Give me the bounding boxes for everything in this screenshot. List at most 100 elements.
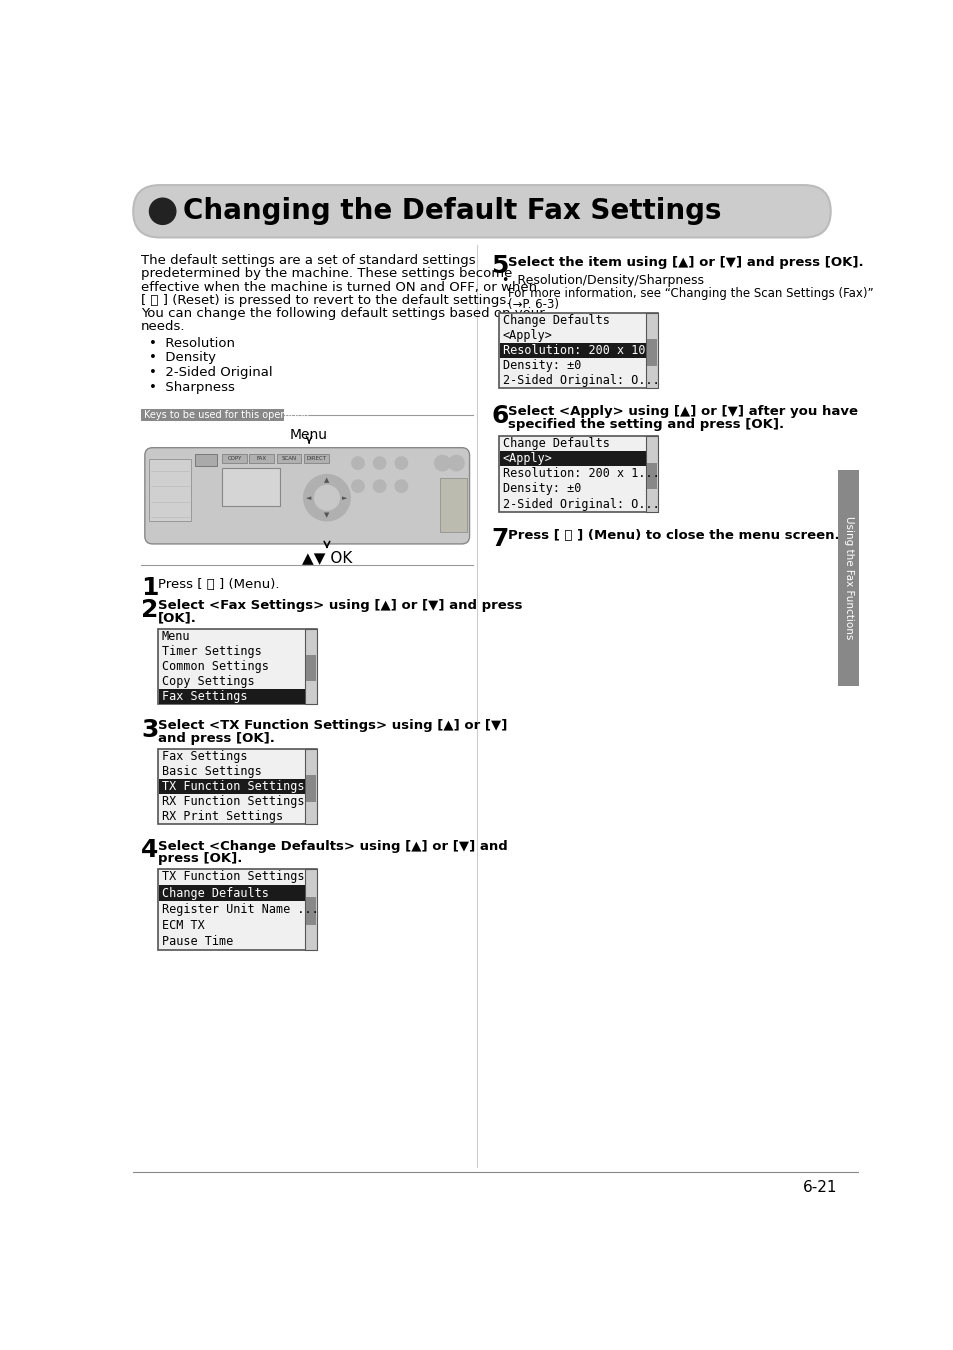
Text: Density: ±0: Density: ±0 <box>502 482 580 495</box>
Text: 2-Sided Original: O...: 2-Sided Original: O... <box>502 374 659 387</box>
Text: •  Resolution: • Resolution <box>149 336 234 350</box>
Text: Change Defaults: Change Defaults <box>502 437 609 450</box>
Circle shape <box>395 481 407 493</box>
Text: You can change the following default settings based on your: You can change the following default set… <box>141 306 544 320</box>
Circle shape <box>150 198 175 224</box>
Text: Common Settings: Common Settings <box>162 660 269 672</box>
Text: Basic Settings: Basic Settings <box>162 765 261 778</box>
Text: ◄: ◄ <box>306 494 312 501</box>
Bar <box>141 409 284 421</box>
Bar <box>249 454 274 463</box>
Text: needs.: needs. <box>141 320 185 333</box>
Text: Resolution: 200 x 10: Resolution: 200 x 10 <box>502 344 644 358</box>
Bar <box>306 775 315 802</box>
Text: RX Function Settings: RX Function Settings <box>162 795 304 809</box>
Text: Fax Settings: Fax Settings <box>162 690 247 703</box>
Text: ▼: ▼ <box>324 513 330 518</box>
Text: Menu: Menu <box>162 629 191 643</box>
Bar <box>158 886 305 902</box>
Text: 3: 3 <box>141 718 158 743</box>
Circle shape <box>373 456 385 470</box>
Text: Fax Settings: Fax Settings <box>162 749 247 763</box>
Text: ▲▼ OK: ▲▼ OK <box>301 549 352 566</box>
Circle shape <box>373 481 385 493</box>
Bar <box>498 313 658 389</box>
Text: predetermined by the machine. These settings become: predetermined by the machine. These sett… <box>141 267 512 281</box>
Text: Select <Change Defaults> using [▲] or [▼] and: Select <Change Defaults> using [▲] or [▼… <box>158 840 507 853</box>
Text: Press [ ＠ ] (Menu) to close the menu screen.: Press [ ＠ ] (Menu) to close the menu scr… <box>508 528 839 541</box>
Text: RX Print Settings: RX Print Settings <box>162 810 283 824</box>
Text: and press [OK].: and press [OK]. <box>158 732 274 745</box>
Text: The default settings are a set of standard settings: The default settings are a set of standa… <box>141 254 476 267</box>
Text: Select <Fax Settings> using [▲] or [▼] and press: Select <Fax Settings> using [▲] or [▼] a… <box>158 599 522 613</box>
Bar <box>276 454 301 463</box>
Bar <box>305 869 316 949</box>
Bar <box>306 898 315 926</box>
Text: Press [ ＠ ] (Menu).: Press [ ＠ ] (Menu). <box>158 578 279 591</box>
Bar <box>158 749 316 825</box>
Text: Keys to be used for this operation: Keys to be used for this operation <box>144 410 309 420</box>
Text: •  Resolution/Density/Sharpness: • Resolution/Density/Sharpness <box>501 274 703 286</box>
Text: [ ⓨ ] (Reset) is pressed to revert to the default settings.: [ ⓨ ] (Reset) is pressed to revert to th… <box>141 294 510 306</box>
Bar <box>158 688 305 705</box>
Bar <box>646 339 657 366</box>
Text: (→P. 6-3): (→P. 6-3) <box>508 297 558 310</box>
Text: •  Density: • Density <box>149 351 215 364</box>
Text: Select <Apply> using [▲] or [▼] after you have: Select <Apply> using [▲] or [▼] after yo… <box>508 405 858 418</box>
Text: Timer Settings: Timer Settings <box>162 645 261 657</box>
Text: ▲: ▲ <box>324 477 330 483</box>
Bar <box>222 454 247 463</box>
Circle shape <box>352 481 364 493</box>
Text: press [OK].: press [OK]. <box>158 852 242 865</box>
Text: Select the item using [▲] or [▼] and press [OK].: Select the item using [▲] or [▼] and pre… <box>508 256 863 269</box>
Text: DIRECT: DIRECT <box>306 456 326 460</box>
Bar <box>645 313 658 389</box>
Text: 1: 1 <box>141 576 158 601</box>
Bar <box>838 470 858 686</box>
Text: 6: 6 <box>491 404 508 428</box>
Bar <box>158 869 316 949</box>
Text: ECM TX: ECM TX <box>162 919 204 931</box>
Text: TX Function Settings: TX Function Settings <box>162 780 304 792</box>
Text: <Apply>: <Apply> <box>502 329 552 342</box>
Text: TX Function Settings: TX Function Settings <box>162 871 304 883</box>
Bar <box>499 451 645 466</box>
FancyBboxPatch shape <box>145 448 469 544</box>
Text: 4: 4 <box>141 838 158 863</box>
Text: Using the Fax Functions: Using the Fax Functions <box>842 516 853 640</box>
Text: Change Defaults: Change Defaults <box>502 315 609 327</box>
Text: Menu: Menu <box>290 428 328 441</box>
Bar <box>306 655 315 682</box>
Bar <box>646 463 657 489</box>
Circle shape <box>314 486 339 510</box>
Text: 2-Sided Original: O...: 2-Sided Original: O... <box>502 498 659 510</box>
Bar <box>645 436 658 512</box>
Bar <box>222 467 280 506</box>
Text: <Apply>: <Apply> <box>502 452 552 466</box>
Text: FAX: FAX <box>256 456 267 460</box>
Text: SCAN: SCAN <box>281 456 296 460</box>
Bar <box>195 454 216 466</box>
Circle shape <box>352 456 364 470</box>
Bar <box>498 436 658 512</box>
Bar <box>305 749 316 825</box>
FancyBboxPatch shape <box>133 185 830 238</box>
Text: Resolution: 200 x 1...: Resolution: 200 x 1... <box>502 467 659 481</box>
Text: Change Defaults: Change Defaults <box>162 887 269 899</box>
Circle shape <box>395 456 407 470</box>
Text: 5: 5 <box>491 254 508 278</box>
Text: Density: ±0: Density: ±0 <box>502 359 580 373</box>
Bar <box>158 779 305 794</box>
Text: Changing the Default Fax Settings: Changing the Default Fax Settings <box>183 197 720 225</box>
Bar <box>158 629 316 705</box>
Text: For more information, see “Changing the Scan Settings (Fax)”: For more information, see “Changing the … <box>508 286 873 300</box>
Bar <box>305 629 316 705</box>
Circle shape <box>448 455 464 471</box>
Text: [OK].: [OK]. <box>158 612 196 625</box>
Text: 7: 7 <box>491 526 508 551</box>
Text: Pause Time: Pause Time <box>162 936 233 948</box>
Text: •  2-Sided Original: • 2-Sided Original <box>149 366 272 379</box>
Bar <box>149 459 192 521</box>
Text: 6-21: 6-21 <box>801 1180 836 1195</box>
Bar <box>439 478 467 532</box>
